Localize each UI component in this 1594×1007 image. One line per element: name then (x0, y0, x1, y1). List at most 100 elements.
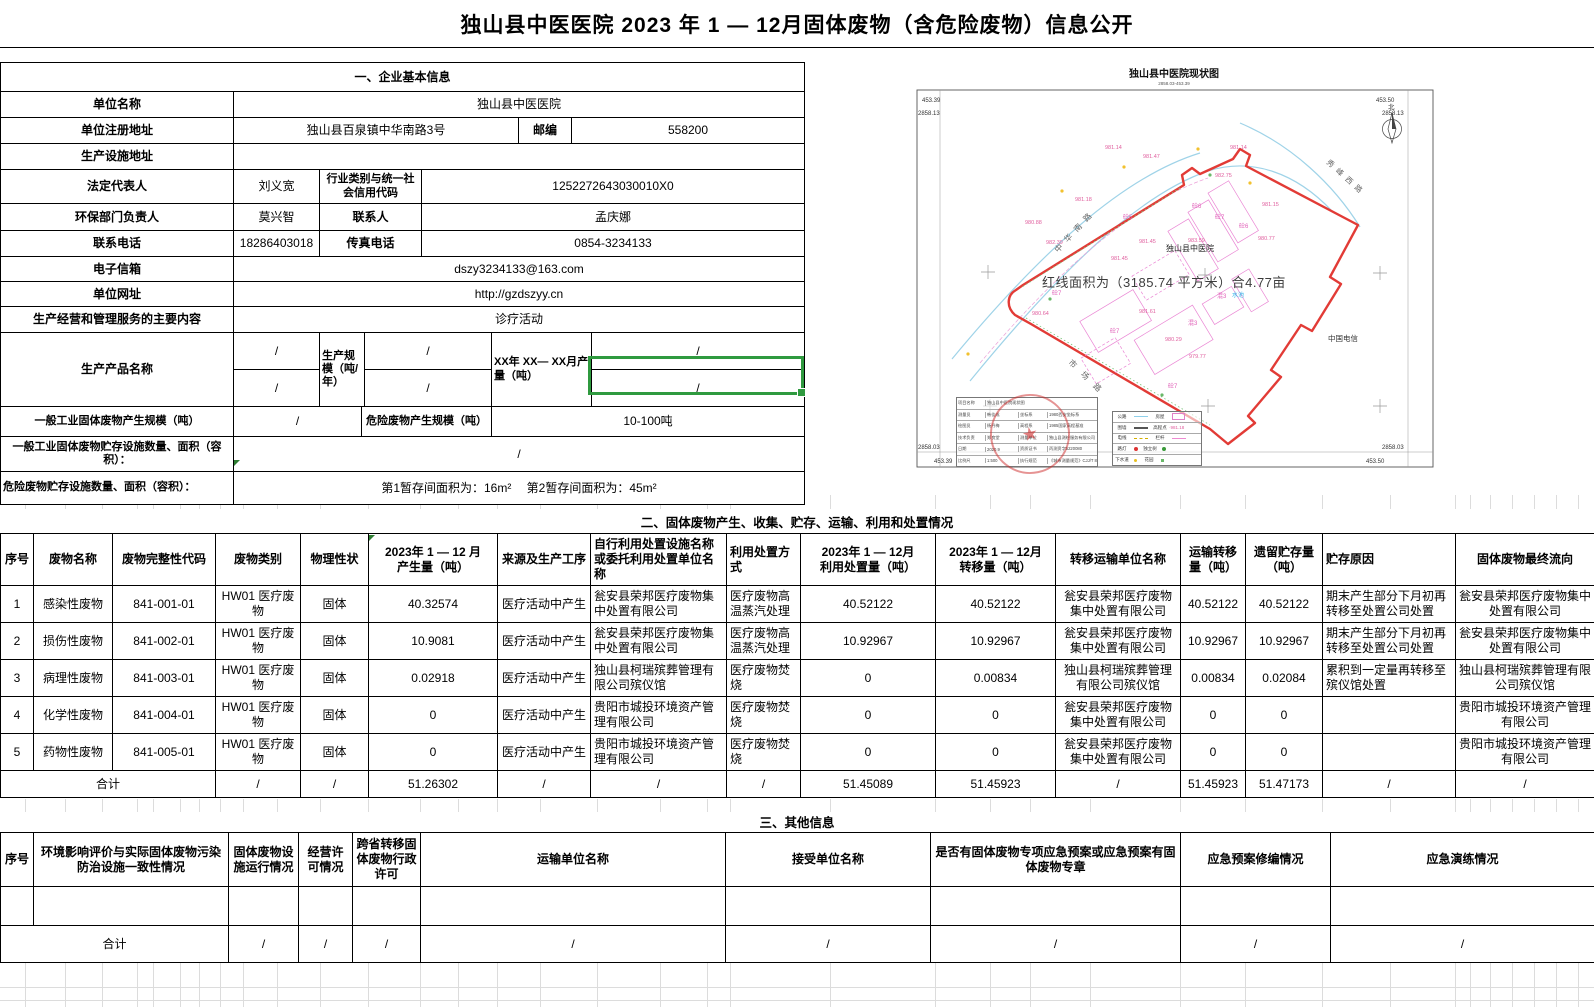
output-cell-selected[interactable]: / (696, 380, 700, 395)
cell[interactable]: 固体 (300, 585, 369, 623)
reg-address-value[interactable]: 独山县百泉镇中华南路3号 (233, 118, 518, 143)
cell[interactable]: / (725, 925, 931, 963)
cell[interactable]: / (298, 925, 353, 963)
general-storage-value[interactable]: / (233, 437, 804, 471)
postcode-label[interactable]: 邮编 (518, 118, 571, 143)
business-value[interactable]: 诊疗活动 (233, 307, 804, 332)
email-label[interactable]: 电子信箱 (92, 261, 141, 276)
cell[interactable]: HW01 医疗废物 (215, 659, 301, 697)
cell[interactable]: 40.52122 (1245, 585, 1323, 623)
cell[interactable]: / (1330, 925, 1594, 963)
column-header[interactable]: 废物类别 (215, 533, 301, 586)
cell[interactable]: 0 (1180, 733, 1246, 771)
business-label[interactable]: 生产经营和管理服务的主要内容 (32, 312, 201, 327)
column-header[interactable]: 废物完整性代码 (112, 533, 216, 586)
cell[interactable]: 0.00834 (935, 659, 1056, 697)
cell[interactable] (33, 886, 229, 926)
phone-value[interactable]: 18286403018 (233, 231, 319, 256)
cell[interactable]: 0 (935, 696, 1056, 734)
column-header[interactable]: 序号 (0, 533, 34, 586)
column-header[interactable]: 序号 (0, 832, 34, 887)
cell[interactable]: 瓮安县荣邦医疗废物集中处置有限公司 (1055, 585, 1181, 623)
cell[interactable] (1322, 696, 1456, 734)
output-label[interactable]: XX年 XX— XX月产量（吨） (491, 333, 591, 406)
cell[interactable]: 10.9081 (368, 622, 498, 660)
cell[interactable] (1330, 886, 1594, 926)
scale-cell[interactable]: / (365, 333, 491, 370)
column-header[interactable]: 2023年 1 — 12 月 产生量（吨） (368, 533, 498, 586)
cell[interactable]: 医疗废物高温蒸汽处理 (726, 585, 801, 623)
cell[interactable]: 1 (0, 585, 34, 623)
column-header[interactable]: 来源及生产工序 (497, 533, 591, 586)
cell[interactable]: 0.02918 (368, 659, 498, 697)
cell[interactable]: / (930, 925, 1181, 963)
column-header[interactable]: 环境影响评价与实际固体废物污染防治设施一致性情况 (33, 832, 229, 887)
cell[interactable]: 感染性废物 (33, 585, 113, 623)
cell[interactable]: 医疗活动中产生 (497, 733, 591, 771)
postcode-value[interactable]: 558200 (571, 118, 804, 143)
cell[interactable]: 0 (800, 659, 936, 697)
column-header[interactable]: 固体废物最终流向 (1455, 533, 1594, 586)
section1-title[interactable]: 一、企业基本信息 (354, 69, 451, 84)
contact-value[interactable]: 孟庆娜 (421, 204, 804, 230)
cell[interactable]: 51.45089 (800, 770, 936, 798)
hazard-storage-label[interactable]: 危险废物贮存设施数量、面积（容积）： (3, 481, 196, 494)
cell[interactable]: 40.32574 (368, 585, 498, 623)
cell[interactable]: 10.92967 (1245, 622, 1323, 660)
cell[interactable]: 医疗废物焚烧 (726, 696, 801, 734)
column-header[interactable]: 2023年 1 — 12月 转移量（吨） (935, 533, 1056, 586)
cell[interactable]: 51.45923 (935, 770, 1056, 798)
cell[interactable] (725, 886, 931, 926)
cell[interactable]: / (1055, 770, 1181, 798)
facility-address-label[interactable]: 生产设施地址 (80, 149, 153, 164)
column-header[interactable]: 2023年 1 — 12月 利用处置量（吨） (800, 533, 936, 586)
cell[interactable]: HW01 医疗废物 (215, 585, 301, 623)
cell[interactable]: 40.52122 (935, 585, 1056, 623)
cell[interactable]: 0 (1245, 733, 1323, 771)
cell[interactable]: 0 (368, 696, 498, 734)
cell[interactable]: 独山县柯瑞殡葬管理有限公司殡仪馆 (1055, 659, 1181, 697)
column-header[interactable]: 贮存原因 (1322, 533, 1456, 586)
hazard-waste-scale-value[interactable]: 10-100吨 (491, 407, 804, 436)
cell[interactable]: 10.92967 (800, 622, 936, 660)
cell[interactable]: 0 (1245, 696, 1323, 734)
column-header[interactable]: 接受单位名称 (725, 832, 931, 887)
cell[interactable] (1322, 733, 1456, 771)
cell[interactable]: / (497, 770, 591, 798)
cell[interactable]: 合计 (0, 770, 216, 798)
cell[interactable]: / (228, 925, 299, 963)
cell[interactable]: 合计 (0, 925, 229, 963)
column-header[interactable]: 固体废物设施运行情况 (228, 832, 299, 887)
product-name-label[interactable]: 生产产品名称 (80, 362, 153, 377)
cell[interactable]: 瓮安县荣邦医疗废物集中处置有限公司 (1055, 733, 1181, 771)
cell[interactable]: 药物性废物 (33, 733, 113, 771)
industry-code-label[interactable]: 行业类别与统一社会信用代码 (319, 170, 421, 203)
cell[interactable]: 0.00834 (1180, 659, 1246, 697)
hazard-waste-scale-label[interactable]: 危险废物产生规模（吨） (361, 407, 491, 436)
cell[interactable]: 医疗活动中产生 (497, 659, 591, 697)
env-officer-label[interactable]: 环保部门负责人 (74, 209, 159, 224)
facility-address-value[interactable] (233, 144, 804, 169)
column-header[interactable]: 应急演练情况 (1330, 832, 1594, 887)
cell[interactable]: 医疗废物焚烧 (726, 733, 801, 771)
column-header[interactable]: 废物名称 (33, 533, 113, 586)
cell[interactable]: HW01 医疗废物 (215, 622, 301, 660)
cell[interactable]: 841-001-01 (112, 585, 216, 623)
cell[interactable]: 40.52122 (1180, 585, 1246, 623)
cell[interactable]: 固体 (300, 659, 369, 697)
production-scale-label[interactable]: 生产规模（吨/年） (319, 333, 364, 406)
cell[interactable]: 贵阳市城投环境资产管理有限公司 (1455, 733, 1594, 771)
cell[interactable] (930, 886, 1181, 926)
cell[interactable]: 51.45923 (1180, 770, 1246, 798)
cell[interactable]: 10.92967 (935, 622, 1056, 660)
env-officer-value[interactable]: 莫兴智 (233, 204, 319, 230)
product-cell[interactable]: / (234, 333, 319, 370)
fax-label[interactable]: 传真电话 (319, 231, 421, 256)
column-header[interactable]: 运输转移量（吨） (1180, 533, 1246, 586)
cell[interactable]: HW01 医疗废物 (215, 696, 301, 734)
general-storage-label[interactable]: 一般工业固体废物贮存设施数量、面积（容积）： (12, 440, 222, 466)
industry-code-value[interactable]: 1252272643030010X0 (421, 170, 804, 203)
cell[interactable]: 841-002-01 (112, 622, 216, 660)
cell[interactable]: 累积到一定量再转移至殡仪馆处置 (1322, 659, 1456, 697)
cell[interactable]: 0 (800, 733, 936, 771)
